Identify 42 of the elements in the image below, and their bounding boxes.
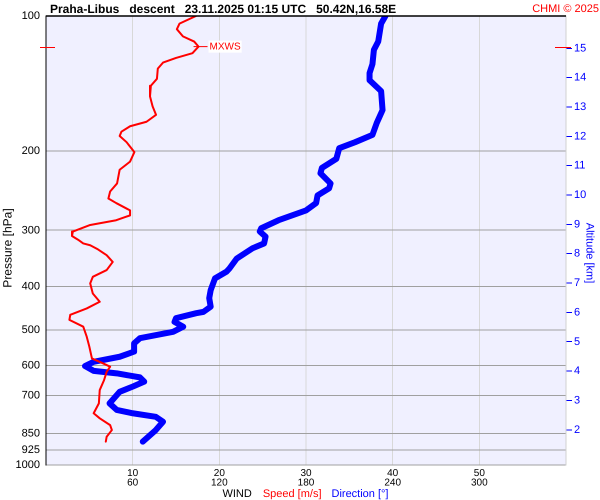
y2-tick-label: 15 [574,42,586,54]
y2-tick-label: 7 [574,277,580,290]
text: CHMI © 2025 [532,3,599,16]
y2-tick-label: 3 [574,394,580,406]
x2-tick-label: 300 [470,477,488,488]
x-tick-label: 20 [214,468,226,479]
y2-tick-label: 11 [574,160,586,172]
annotation: MXWS [210,41,241,52]
x-tick-label: 10 [127,468,139,479]
y-tick-label: 850 [22,427,40,440]
y2-tick-label: 6 [574,306,580,318]
y-tick-label: 700 [22,389,40,402]
y-tick-label: 200 [22,145,40,158]
chart-title: Praha-Libus descent 23.11.2025 01:15 UTC 50.42N,16.58E [50,2,396,16]
x-tick-label: 30 [300,468,312,479]
y2-axis-title: Altitude [km] [582,222,596,284]
y-axis-title: Pressure [hPa] [0,208,14,288]
y-tick-label: 100 [22,10,40,22]
y-tick-label: 600 [22,359,40,372]
text: Speed [m/s] [262,488,322,500]
y2-tick-label: 10 [574,189,586,202]
y2-tick-label: 8 [574,248,580,260]
y-tick-label: 500 [22,324,40,336]
y-tick-label: 925 [22,444,40,456]
y2-tick-label: 12 [574,130,586,142]
y2-tick-label: 2 [574,424,580,436]
y2-tick-label: 4 [574,365,580,378]
y-tick-label: 1000 [16,459,40,472]
x-tick-label: 50 [474,468,486,479]
y-tick-label: 300 [22,224,40,236]
x-tick-label: 40 [387,468,399,479]
x2-tick-label: 120 [210,477,228,488]
x2-tick-label: 60 [127,477,139,488]
y-tick-label: 400 [22,280,40,292]
x-axis-title: WIND [222,488,252,500]
y2-tick-label: 13 [574,101,586,114]
x2-tick-label: 180 [298,477,315,488]
x2-tick-label: 240 [384,477,402,488]
y2-tick-label: 5 [574,336,580,348]
y2-tick-label: 14 [574,72,586,84]
y2-tick-label: 9 [574,218,580,230]
text: Direction [°] [332,488,388,500]
